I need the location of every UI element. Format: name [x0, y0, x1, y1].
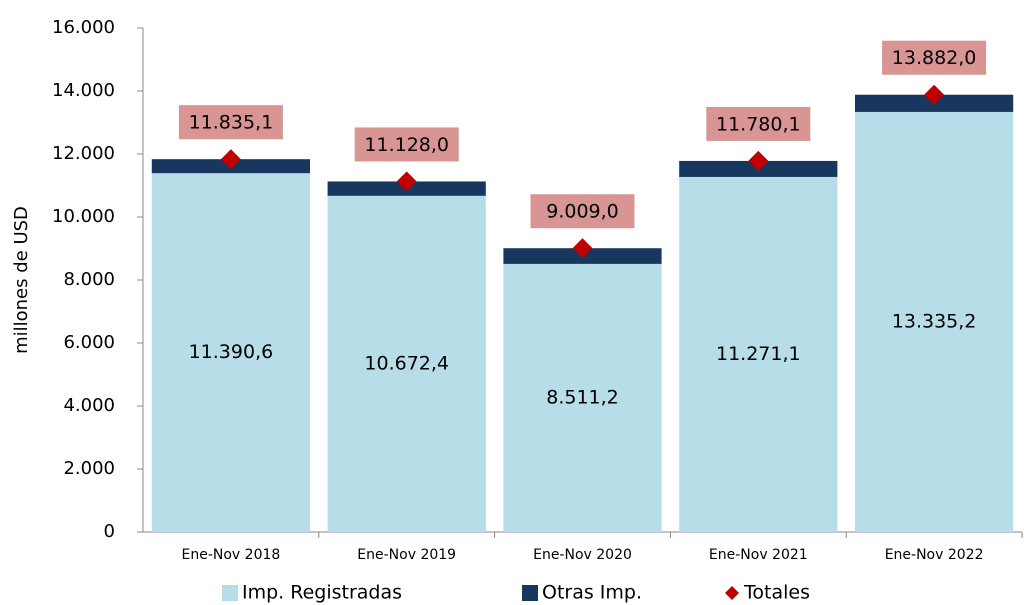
y-tick-label: 2.000 [63, 458, 115, 479]
bar-label: 11.271,1 [716, 343, 801, 365]
bar-label: 13.335,2 [892, 310, 977, 332]
y-tick-label: 16.000 [52, 17, 115, 38]
total-label-box [706, 106, 811, 141]
y-tick-label: 4.000 [63, 395, 115, 416]
bar-segment [679, 176, 838, 533]
legend-marker [725, 586, 739, 600]
y-tick-label: 14.000 [52, 80, 115, 101]
x-tick-label: Ene-Nov 2020 [533, 547, 632, 563]
total-marker [396, 171, 417, 192]
legend-swatch [222, 585, 238, 601]
y-tick-label: 0 [104, 521, 115, 542]
bar-segment [503, 263, 662, 532]
total-marker [220, 149, 241, 170]
y-axis-label: millones de USD [11, 206, 32, 354]
bar-label: 10.672,4 [364, 352, 449, 374]
legend-swatch [522, 585, 538, 601]
total-label: 11.128,0 [364, 134, 449, 156]
x-tick-label: Ene-Nov 2022 [885, 547, 984, 563]
total-label: 11.780,1 [716, 113, 801, 135]
bar-segment [151, 173, 311, 532]
total-label: 13.882,0 [892, 47, 977, 69]
total-marker [748, 150, 769, 171]
bar-segment [854, 111, 1014, 533]
legend-label: Otras Imp. [542, 582, 642, 604]
y-tick-label: 8.000 [63, 269, 115, 290]
legend-label: Imp. Registradas [242, 582, 402, 604]
total-label: 11.835,1 [189, 112, 274, 134]
legend-label: Totales [743, 582, 810, 604]
x-tick-label: Ene-Nov 2021 [709, 547, 808, 563]
bar-segment [327, 195, 486, 532]
total-marker [924, 84, 945, 105]
total-label-box [530, 194, 635, 229]
y-tick-label: 6.000 [63, 332, 115, 353]
total-label: 9.009,0 [546, 201, 619, 223]
bar-label: 11.390,6 [189, 341, 274, 363]
total-label-box [178, 105, 283, 140]
bar-label: 8.511,2 [546, 386, 619, 408]
total-marker [572, 238, 593, 259]
y-tick-label: 12.000 [52, 143, 115, 164]
x-tick-label: Ene-Nov 2018 [182, 547, 281, 563]
y-tick-label: 10.000 [52, 206, 115, 227]
total-label-box [354, 127, 459, 162]
x-tick-label: Ene-Nov 2019 [357, 547, 456, 563]
total-label-box [882, 40, 987, 75]
